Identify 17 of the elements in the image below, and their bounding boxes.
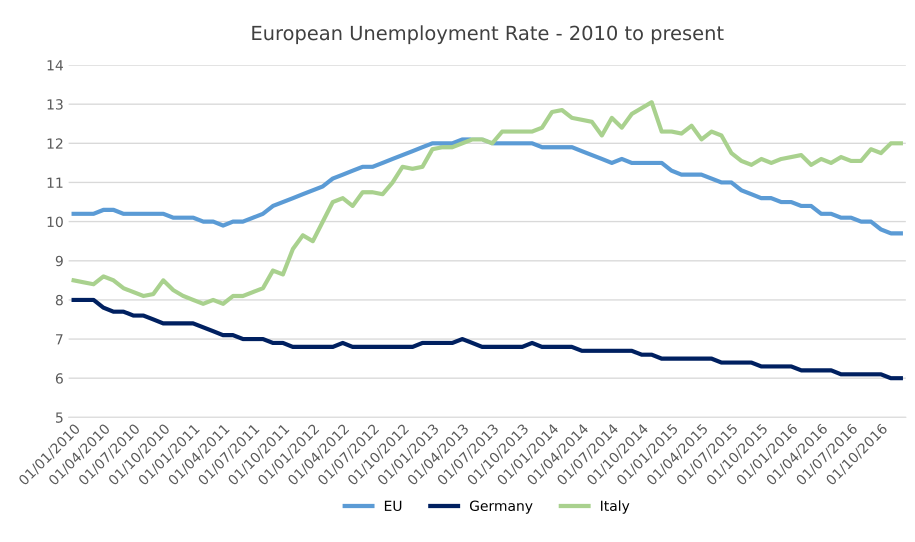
- line-series: [72, 137, 903, 236]
- legend-label: Italy: [601, 500, 630, 514]
- y-tick-label: 13: [48, 99, 63, 110]
- legend-label: Germany: [470, 500, 533, 514]
- legend-label: EU: [384, 500, 402, 512]
- y-tick-label: 6: [56, 373, 63, 384]
- y-tick-label: 14: [48, 60, 63, 70]
- y-tick-label: 7: [56, 334, 63, 344]
- line-series: [72, 298, 903, 380]
- y-tick-label: 11: [48, 178, 62, 188]
- y-tick-label: 9: [56, 256, 63, 266]
- y-tick-label: 10: [48, 216, 63, 228]
- y-tick-label: 5: [56, 412, 63, 423]
- y-tick-label: 8: [56, 294, 63, 306]
- chart-title: European Unemployment Rate - 2010 to present: [252, 25, 724, 44]
- line-series: [72, 100, 903, 306]
- y-tick-label: 12: [48, 138, 62, 149]
